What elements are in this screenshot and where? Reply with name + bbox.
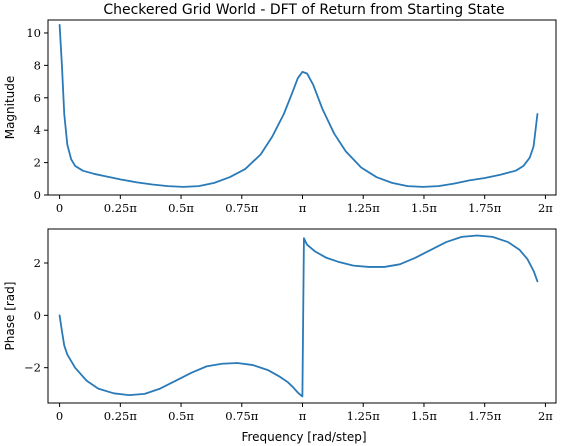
phase-x-tick-label: 0 xyxy=(56,409,63,423)
phase-axes-frame xyxy=(47,228,557,404)
phase-x-tick-label: π xyxy=(299,409,307,423)
phase-y-tick-label: −2 xyxy=(24,361,41,375)
phase-x-tick-label: 2π xyxy=(538,409,553,423)
phase-y-tick-label: 0 xyxy=(34,308,41,322)
magnitude-x-tick-label: 0.5π xyxy=(168,201,194,215)
magnitude-series-line xyxy=(58,23,539,188)
phase-x-tick-label: 1.25π xyxy=(347,409,381,423)
magnitude-plot: 0 0.25π 0.5π 0.75π π 1.25π 1.5π 1.75π 2π 0 2 4 6 8 10 M… xyxy=(3,19,557,215)
figure-title: Checkered Grid World - DFT of Return fro… xyxy=(103,2,504,18)
magnitude-x-tick-label: 0.25π xyxy=(104,201,138,215)
magnitude-y-tick-label: 2 xyxy=(34,156,41,170)
magnitude-x-tick-label: 1.5π xyxy=(411,201,437,215)
phase-y-axis-label: Phase [rad] xyxy=(3,282,17,351)
phase-x-tick-label: 0.75π xyxy=(225,409,259,423)
magnitude-x-tick-label: 1.75π xyxy=(468,201,502,215)
phase-y-tick-label: 2 xyxy=(34,256,41,270)
phase-series-line xyxy=(58,234,539,398)
magnitude-x-tick-label: π xyxy=(299,201,307,215)
magnitude-axes-frame xyxy=(47,19,557,196)
phase-x-tick-label: 0.5π xyxy=(168,409,194,423)
phase-x-tick-label: 0.25π xyxy=(104,409,138,423)
magnitude-x-tick-label: 2π xyxy=(538,201,553,215)
magnitude-y-tick-label: 4 xyxy=(34,123,41,137)
magnitude-y-tick-label: 10 xyxy=(26,26,41,40)
phase-x-tick-label: 1.75π xyxy=(468,409,502,423)
phase-x-tick-label: 1.5π xyxy=(411,409,437,423)
magnitude-x-tick-label: 0.75π xyxy=(225,201,259,215)
magnitude-x-tick-label: 1.25π xyxy=(347,201,381,215)
magnitude-y-tick-label: 0 xyxy=(34,188,41,202)
magnitude-x-tick-label: 0 xyxy=(56,201,63,215)
magnitude-y-tick-label: 8 xyxy=(34,58,41,72)
x-axis-label: Frequency [rad/step] xyxy=(241,430,366,444)
magnitude-y-tick-label: 6 xyxy=(34,91,41,105)
phase-plot: 0 0.25π 0.5π 0.75π π 1.25π 1.5π 1.75π 2π −2 0 2 Phas… xyxy=(3,228,557,423)
magnitude-y-axis-label: Magnitude xyxy=(3,76,17,140)
